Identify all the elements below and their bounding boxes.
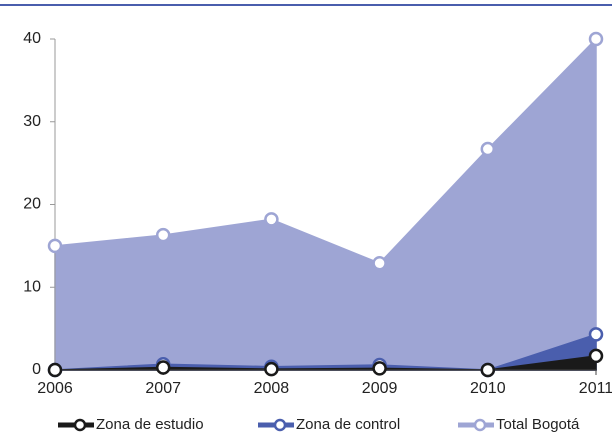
marker: [480, 362, 496, 378]
marker: [155, 360, 171, 375]
legend-marker: [73, 418, 87, 432]
marker: [480, 141, 496, 157]
legend-label: Total Bogotá: [496, 416, 580, 433]
marker: [372, 361, 387, 376]
y-tick-label: 20: [23, 196, 41, 213]
x-tick-label: 2006: [37, 380, 73, 397]
y-tick-label: 40: [23, 30, 41, 47]
marker: [155, 227, 171, 243]
y-tick-label: 10: [23, 278, 41, 295]
x-tick-label: 2008: [254, 380, 290, 397]
y-tick-label: 0: [32, 361, 41, 378]
area: [54, 37, 597, 371]
marker: [588, 348, 604, 364]
area: [54, 355, 597, 371]
legend-marker: [273, 418, 287, 432]
marker: [264, 361, 279, 377]
marker: [588, 31, 604, 47]
marker: [588, 327, 604, 342]
legend-marker: [473, 418, 487, 432]
x-tick-label: 2011: [579, 380, 612, 397]
marker: [372, 256, 387, 271]
x-tick-label: 2007: [145, 380, 181, 397]
legend-label: Zona de estudio: [96, 416, 204, 433]
x-tick-label: 2010: [470, 380, 506, 397]
marker: [264, 212, 279, 227]
x-tick-label: 2009: [362, 380, 398, 397]
y-tick-label: 30: [23, 113, 41, 130]
legend-label: Zona de control: [296, 416, 400, 433]
marker: [47, 238, 63, 254]
marker: [47, 362, 63, 378]
